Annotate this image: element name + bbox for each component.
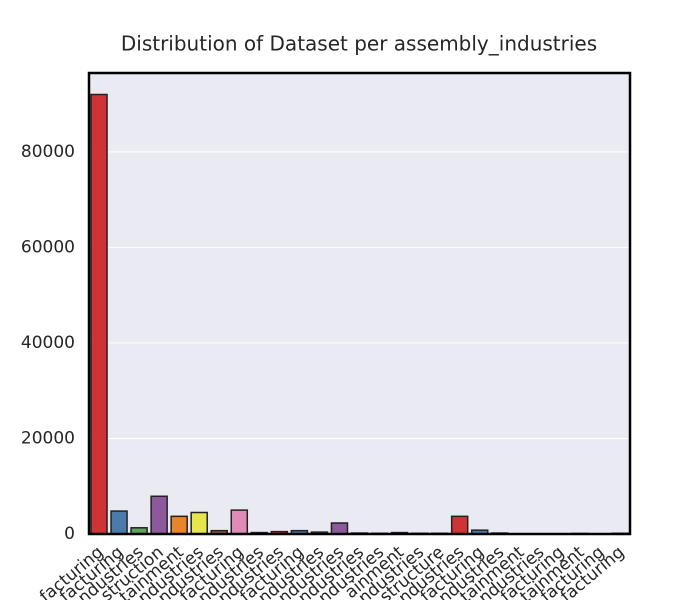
bar — [330, 522, 349, 535]
bar — [150, 495, 168, 535]
bar — [450, 515, 469, 535]
bar — [90, 93, 108, 535]
plot-area — [89, 73, 630, 534]
plot-frame — [87, 71, 632, 536]
bar — [190, 511, 208, 535]
y-tick-label: 40000 — [21, 333, 75, 353]
bars — [90, 93, 629, 535]
y-tick-label: 80000 — [21, 142, 75, 162]
chart-title: Distribution of Dataset per assembly_ind… — [121, 32, 597, 56]
bar — [110, 510, 128, 535]
y-tick-label: 60000 — [21, 237, 75, 257]
bar — [230, 509, 249, 535]
y-tick-label: 20000 — [21, 428, 75, 448]
y-tick-label: 0 — [64, 524, 75, 544]
bar — [170, 515, 188, 535]
